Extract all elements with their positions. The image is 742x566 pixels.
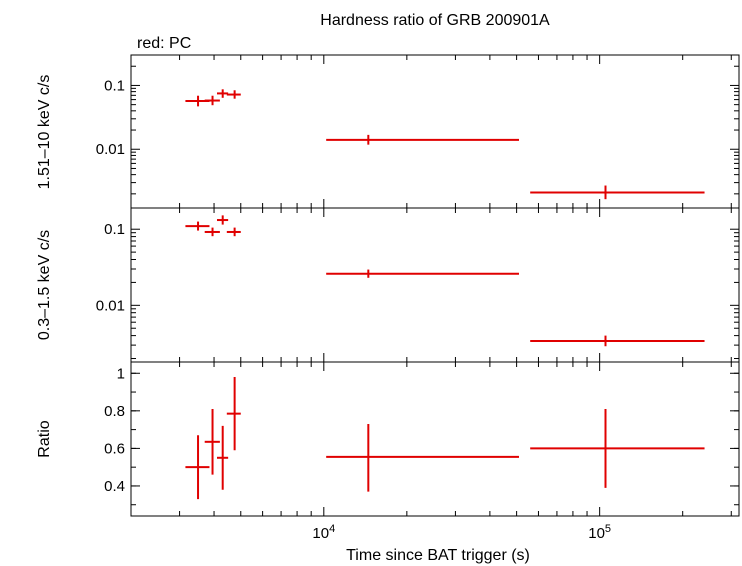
- hard-y-tick-label: 0.01: [96, 141, 125, 158]
- soft-frame: [130, 207, 740, 363]
- ratio-data-point: [530, 408, 705, 488]
- panel-soft: 0.1 0.01: [96, 207, 740, 363]
- panel-hard: 0.1 0.01: [96, 54, 740, 209]
- x-axis-label: Time since BAT trigger (s): [346, 547, 530, 564]
- ratio-y-tick-label: 0.8: [104, 403, 125, 420]
- ratio-y-tick-label: 1: [117, 365, 125, 382]
- ratio-data-point: [185, 435, 210, 500]
- panel-ratio: 0.4 0.6 0.8 1: [104, 361, 740, 517]
- soft-data-point: [326, 269, 519, 278]
- ratio-data-point: [326, 423, 519, 492]
- ratio-data-point: [226, 377, 241, 451]
- hard-data-point: [204, 95, 220, 106]
- hard-data-point: [216, 89, 229, 98]
- soft-data-point: [204, 227, 220, 237]
- ratio-y-tick-label: 0.4: [104, 478, 125, 495]
- x-tick-label: 104: [312, 523, 335, 542]
- hard-data-point: [530, 185, 705, 200]
- x-tick-label: 105: [588, 523, 611, 542]
- chart-subtitle: red: PC: [137, 35, 191, 52]
- ratio-y-axis-label: Ratio: [36, 420, 53, 457]
- soft-y-tick-label: 0.01: [96, 297, 125, 314]
- soft-y-tick-label: 0.1: [104, 221, 125, 238]
- soft-data-point: [216, 215, 229, 225]
- soft-data-point: [226, 227, 241, 237]
- ratio-data-point: [216, 425, 229, 490]
- ratio-y-tick-label: 0.6: [104, 440, 125, 457]
- hard-data-point: [326, 134, 519, 145]
- hard-y-axis-label: 1.51–10 keV c/s: [36, 75, 53, 190]
- ratio-data-point: [204, 408, 220, 475]
- hard-y-tick-label: 0.1: [104, 77, 125, 94]
- ratio-frame: [130, 361, 740, 517]
- soft-data-point: [530, 335, 705, 347]
- soft-data-point: [185, 221, 210, 231]
- chart-title: Hardness ratio of GRB 200901A: [320, 12, 550, 29]
- chart-panels: 0.1 0.01 0.1 0.01 0.4 0.6 0.8 1 1.51–10 keV c/s 0…: [36, 54, 740, 542]
- hard-data-point: [226, 90, 241, 99]
- hard-frame: [130, 54, 740, 209]
- soft-y-axis-label: 0.3–1.5 keV c/s: [36, 230, 53, 340]
